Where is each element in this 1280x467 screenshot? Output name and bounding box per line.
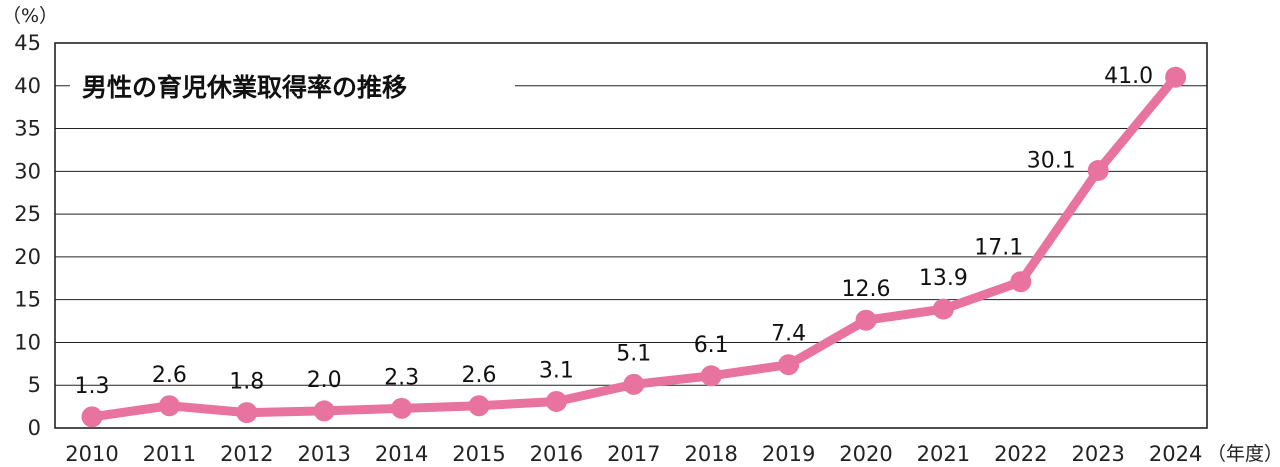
- data-label: 12.6: [842, 277, 891, 302]
- data-label: 1.8: [229, 370, 264, 395]
- data-label: 2.6: [152, 363, 187, 388]
- y-tick-label: 35: [14, 117, 41, 141]
- data-point: [158, 395, 180, 417]
- x-axis-unit: （年度）: [1207, 443, 1280, 465]
- data-point: [932, 298, 954, 320]
- data-label: 2.0: [307, 368, 342, 393]
- data-label: 30.1: [1027, 148, 1076, 173]
- data-label: 6.1: [694, 333, 729, 358]
- x-tick-label: 2016: [530, 442, 583, 466]
- title-background: [70, 66, 515, 106]
- data-point: [1165, 66, 1187, 88]
- x-tick-label: 2019: [762, 442, 815, 466]
- y-tick-label: 40: [14, 74, 41, 98]
- x-tick-label: 2024: [1149, 442, 1202, 466]
- data-point: [855, 309, 877, 331]
- x-tick-label: 2012: [220, 442, 273, 466]
- x-tick-label: 2018: [684, 442, 737, 466]
- data-point: [1010, 271, 1032, 293]
- data-point: [313, 400, 335, 422]
- y-tick-label: 30: [14, 159, 41, 183]
- data-label: 1.3: [75, 374, 110, 399]
- data-point: [700, 365, 722, 387]
- data-point: [778, 354, 800, 376]
- x-tick-label: 2010: [65, 442, 118, 466]
- y-tick-label: 0: [28, 416, 41, 440]
- x-tick-label: 2013: [297, 442, 350, 466]
- data-point: [1087, 159, 1109, 181]
- x-tick-label: 2020: [839, 442, 892, 466]
- x-tick-label: 2011: [143, 442, 196, 466]
- data-label: 41.0: [1104, 64, 1153, 89]
- data-label: 3.1: [539, 358, 574, 383]
- plot-frame: [54, 42, 1208, 429]
- y-axis-ticks: 0 5 10 15 20 25 30 35 40 45: [14, 31, 41, 440]
- data-labels: 1.3 2.6 1.8 2.0 2.3 2.6 3.1 5.1 6.1 7.4 12.6 13.917…: [75, 64, 1154, 399]
- data-point: [391, 397, 413, 419]
- data-point: [236, 402, 258, 424]
- data-label: 2.3: [384, 365, 419, 390]
- y-tick-label: 15: [14, 288, 41, 312]
- data-label: 5.1: [616, 341, 651, 366]
- gridlines: [55, 85, 1207, 386]
- chart-title: 男性の育児休業取得率の推移: [82, 73, 407, 102]
- x-tick-label: 2021: [917, 442, 970, 466]
- x-tick-label: 2023: [1071, 442, 1124, 466]
- y-tick-label: 25: [14, 202, 41, 226]
- y-tick-label: 45: [14, 31, 41, 55]
- x-tick-label: 2015: [452, 442, 505, 466]
- data-point: [623, 373, 645, 395]
- series-points: [81, 66, 1187, 428]
- y-tick-label: 5: [28, 373, 41, 397]
- data-label: 17.1: [974, 236, 1023, 261]
- x-tick-label: 2017: [607, 442, 660, 466]
- data-label: 7.4: [771, 322, 806, 347]
- x-tick-label: 2014: [375, 442, 428, 466]
- data-point: [81, 406, 103, 428]
- y-tick-label: 20: [14, 245, 41, 269]
- data-point: [545, 390, 567, 412]
- y-tick-label: 10: [14, 330, 41, 354]
- data-label: 2.6: [462, 363, 497, 388]
- data-label: 13.9: [919, 266, 968, 291]
- x-tick-label: 2022: [994, 442, 1047, 466]
- data-point: [468, 395, 490, 417]
- x-axis-ticks: 2010 2011 2012 2013 2014 2015 2016 2017 2018 2019…: [65, 442, 1202, 466]
- y-axis-unit: （%）: [2, 5, 58, 27]
